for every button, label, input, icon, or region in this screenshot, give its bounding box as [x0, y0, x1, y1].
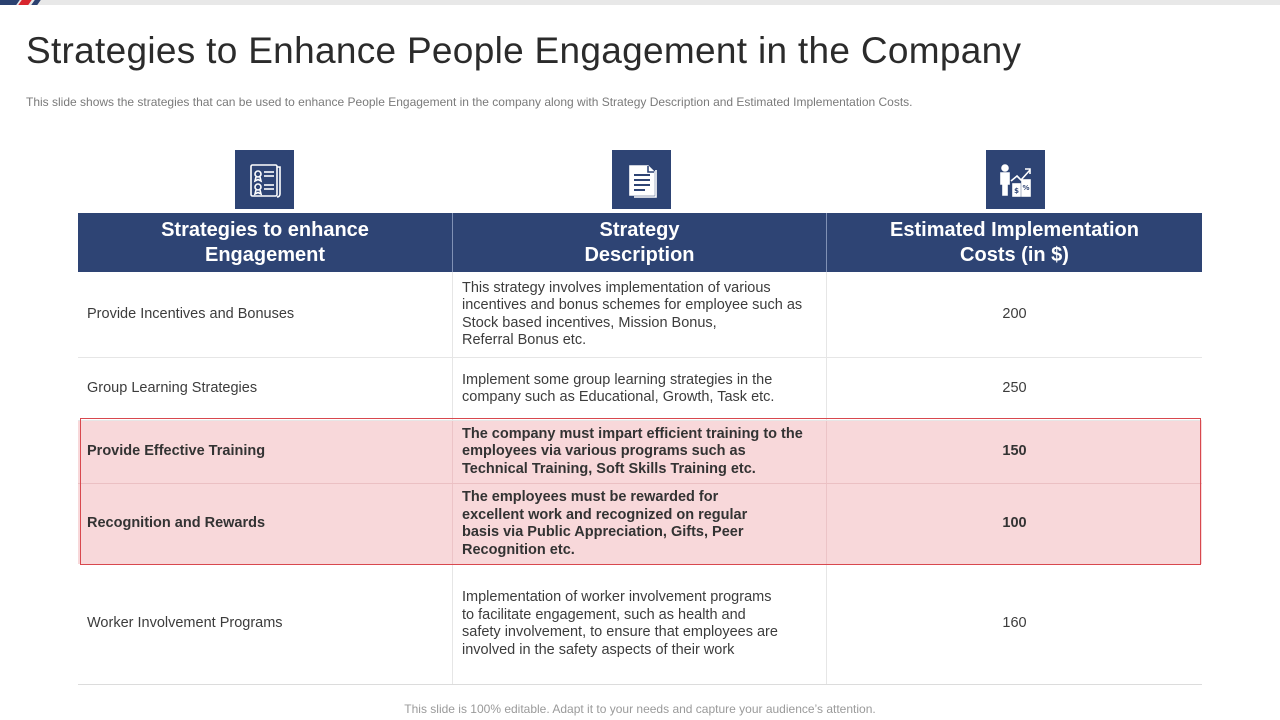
strategy-cell: Worker Involvement Programs — [78, 564, 453, 684]
description-cell: This strategy involves implementation of… — [453, 272, 827, 357]
cost-cell: 200 — [1002, 305, 1027, 322]
strategy-cell: Provide Effective Training — [78, 421, 453, 483]
slide-subtitle: This slide shows the strategies that can… — [26, 95, 913, 109]
svg-text:%: % — [1022, 184, 1029, 192]
strategy-document-icon — [612, 150, 671, 209]
header-costs: Estimated Implementation Costs (in $) — [890, 218, 1139, 266]
table-row-highlighted: Recognition and Rewards The employees mu… — [78, 484, 1202, 564]
top-bar — [0, 0, 1280, 5]
table-row-highlighted: Provide Effective Training The company m… — [78, 421, 1202, 484]
cost-cell: 250 — [1002, 380, 1027, 397]
slide-title: Strategies to Enhance People Engagement … — [26, 30, 1022, 71]
description-cell: Implement some group learning strategies… — [453, 358, 827, 420]
certificate-document-icon — [235, 150, 294, 209]
strategy-table: Strategies to enhance Engagement Strateg… — [78, 213, 1202, 685]
svg-text:$: $ — [1014, 187, 1019, 195]
cost-cell: 100 — [1002, 515, 1027, 532]
description-cell: The employees must be rewarded for excel… — [453, 484, 827, 564]
description-cell: The company must impart efficient traini… — [453, 421, 827, 483]
cost-cell: 160 — [1002, 615, 1027, 632]
table-header: Strategies to enhance Engagement Strateg… — [78, 213, 1202, 272]
strategy-cell: Group Learning Strategies — [78, 358, 453, 420]
slide-footer: This slide is 100% editable. Adapt it to… — [404, 702, 876, 716]
table-row: Provide Incentives and Bonuses This stra… — [78, 272, 1202, 358]
strategy-cell: Provide Incentives and Bonuses — [78, 272, 453, 357]
cost-growth-icon: $ % — [986, 150, 1045, 209]
header-description: Strategy Description — [453, 213, 827, 272]
table-row: Worker Involvement Programs Implementati… — [78, 564, 1202, 685]
description-cell: Implementation of worker involvement pro… — [453, 564, 827, 684]
table-row: Group Learning Strategies Implement some… — [78, 358, 1202, 421]
cost-cell: 150 — [1002, 443, 1027, 460]
header-strategies: Strategies to enhance Engagement — [78, 213, 453, 272]
strategy-cell: Recognition and Rewards — [78, 484, 453, 564]
